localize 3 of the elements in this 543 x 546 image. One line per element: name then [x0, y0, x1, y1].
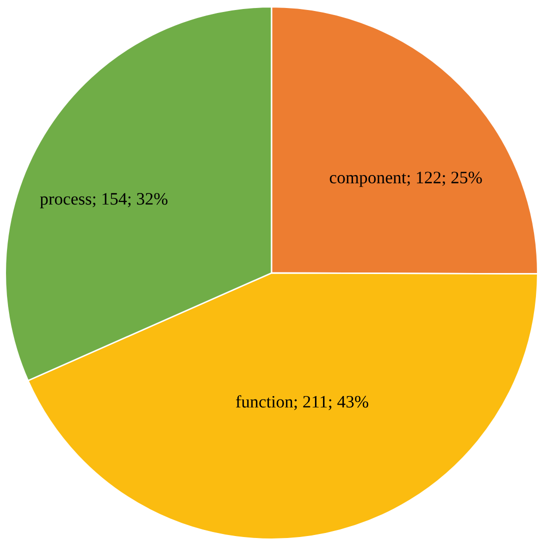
slice-label: process; 154; 32%: [40, 192, 168, 208]
slice-label: function; 211; 43%: [236, 395, 368, 410]
slice-label: component; 122; 25%: [330, 172, 482, 187]
